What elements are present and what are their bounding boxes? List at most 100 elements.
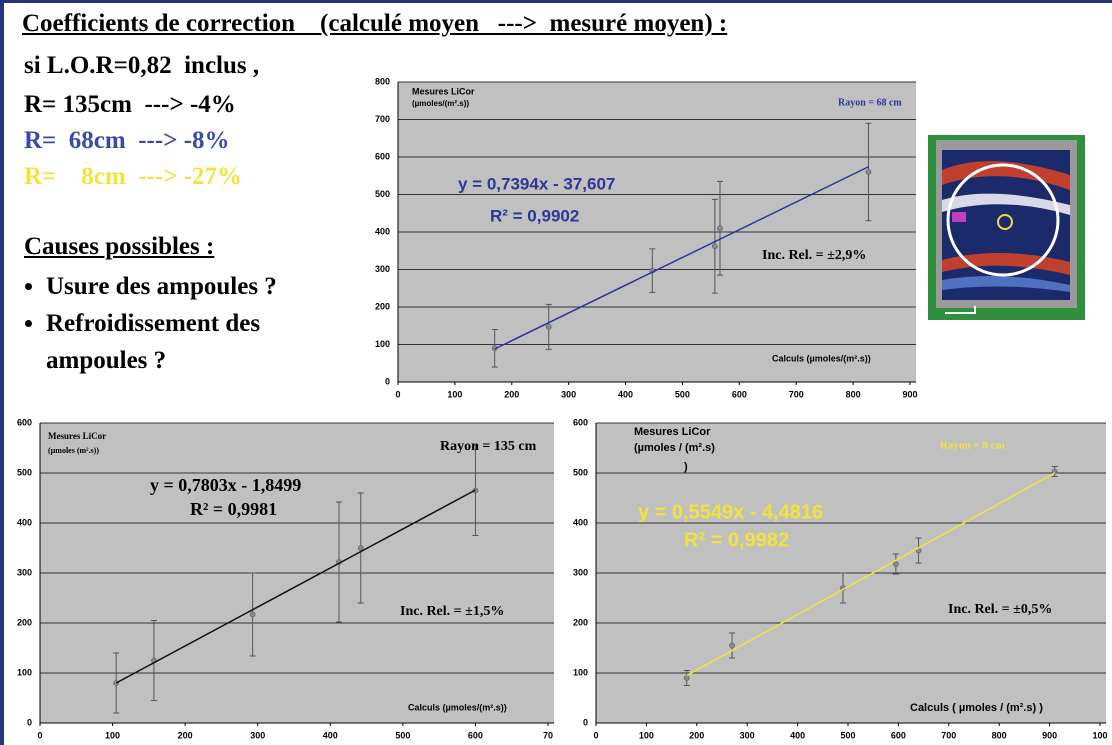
x-tick-label: 200 — [178, 730, 193, 740]
x-tick-label: 500 — [675, 389, 690, 399]
data-point — [711, 243, 718, 250]
annotation: (µmoles (m².s)) — [48, 446, 99, 455]
y-tick-label: 100 — [375, 339, 390, 349]
x-tick-label: 700 — [941, 730, 956, 740]
annotation: ) — [684, 461, 688, 473]
trendline — [686, 472, 1056, 677]
annotation: Rayon = 135 cm — [440, 439, 537, 454]
y-tick-label: 500 — [573, 467, 588, 477]
annotation: Inc. Rel. = ±0,5% — [948, 602, 1052, 617]
y-tick-label: 200 — [17, 617, 32, 627]
y-tick-label: 800 — [375, 76, 390, 86]
annotation: y = 0,7394x - 37,607 — [458, 174, 615, 193]
diagram-icon — [928, 135, 1085, 320]
data-point — [545, 323, 552, 330]
trendline — [494, 166, 869, 350]
x-tick-label: 300 — [561, 389, 576, 399]
annotation: Rayon = 68 cm — [838, 97, 902, 108]
annotation: Calculs ( µmoles / (m².s) ) — [910, 702, 1043, 714]
correction-line: R= 135cm ---> -4% — [24, 91, 236, 118]
x-tick-label: 100 — [1092, 730, 1107, 740]
annotation: (µmoles / (m².s) — [634, 442, 715, 454]
y-tick-label: 300 — [573, 567, 588, 577]
annotation: R² = 0,9902 — [490, 206, 579, 225]
annotation: Inc. Rel. = ±2,9% — [762, 248, 866, 263]
y-tick-label: 100 — [573, 667, 588, 677]
note-line: si L.O.R=0,82 inclus , — [24, 52, 260, 79]
x-tick-label: 600 — [732, 389, 747, 399]
data-point — [729, 642, 735, 649]
annotation: y = 0,5549x - 4,4816 — [638, 501, 823, 523]
y-tick-label: 100 — [17, 667, 32, 677]
chart: 0 100 200 300 400 500 600 0 100 200 300 400 500 600 70… — [17, 417, 554, 740]
y-tick-label: 200 — [375, 301, 390, 311]
x-tick-label: 800 — [992, 730, 1007, 740]
left-border — [0, 0, 4, 745]
x-tick-label: 70 — [543, 730, 553, 740]
x-tick-label: 300 — [250, 730, 265, 740]
annotation: Inc. Rel. = ±1,5% — [400, 604, 504, 619]
chart: 0 100 200 300 400 500 600 0 100 200 300 400 500 600 70… — [573, 417, 1108, 740]
y-tick-label: 600 — [17, 417, 32, 427]
x-tick-label: 400 — [618, 389, 633, 399]
causes-title: Causes possibles : — [24, 233, 215, 260]
data-point — [1051, 468, 1058, 475]
x-tick-label: 300 — [740, 730, 755, 740]
annotation: Mesures LiCor — [48, 431, 106, 441]
x-tick-label: 0 — [37, 730, 42, 740]
y-tick-label: 500 — [375, 189, 390, 199]
x-tick-label: 700 — [789, 389, 804, 399]
x-tick-label: 600 — [468, 730, 483, 740]
x-tick-label: 0 — [395, 389, 400, 399]
x-tick-label: 100 — [105, 730, 120, 740]
causes-list: Usure des ampoules ? Refroidissement des… — [24, 268, 366, 379]
y-tick-label: 300 — [17, 567, 32, 577]
y-tick-label: 500 — [17, 467, 32, 477]
y-tick-label: 700 — [375, 114, 390, 124]
trendline — [115, 489, 476, 684]
annotation: y = 0,7803x - 1,8499 — [150, 475, 301, 495]
data-point — [717, 225, 723, 232]
x-tick-label: 900 — [1042, 730, 1057, 740]
y-tick-label: 400 — [573, 517, 588, 527]
data-point — [865, 169, 872, 175]
annotation: R² = 0,9981 — [190, 499, 277, 519]
annotation: R² = 0,9982 — [684, 529, 789, 551]
x-tick-label: 800 — [846, 389, 861, 399]
cause: Usure des ampoules ? — [46, 268, 366, 305]
x-tick-label: 100 — [447, 389, 462, 399]
data-point — [357, 545, 364, 551]
annotation: Calculs (µmoles/(m².s)) — [772, 353, 871, 363]
annotation: Rayon = 8 cm — [940, 440, 1005, 452]
y-tick-label: 0 — [27, 717, 32, 727]
y-tick-label: 200 — [573, 617, 588, 627]
annotation: Mesures LiCor — [634, 426, 711, 438]
data-point — [683, 675, 690, 681]
top-border — [0, 0, 1112, 3]
y-tick-label: 600 — [573, 417, 588, 427]
y-tick-label: 400 — [375, 226, 390, 236]
x-tick-label: 400 — [323, 730, 338, 740]
x-tick-label: 900 — [902, 389, 917, 399]
annotation: (µmoles/(m².s)) — [412, 99, 469, 108]
chart: 0 100 200 300 400 500 600 700 800 0 100 200 300 400 50… — [375, 76, 918, 399]
cause: Refroidissement des ampoules ? — [46, 305, 366, 379]
annotation: Calculs (µmoles/(m².s)) — [408, 702, 507, 712]
x-tick-label: 0 — [593, 730, 598, 740]
x-tick-label: 500 — [840, 730, 855, 740]
x-tick-label: 200 — [689, 730, 704, 740]
data-point — [249, 611, 256, 618]
x-tick-label: 400 — [790, 730, 805, 740]
data-point — [892, 561, 899, 567]
correction-line: R= 8cm ---> -27% — [24, 163, 243, 190]
y-tick-label: 600 — [375, 151, 390, 161]
x-tick-label: 200 — [504, 389, 519, 399]
x-tick-label: 600 — [891, 730, 906, 740]
annotation: Mesures LiCor — [412, 86, 475, 96]
y-tick-label: 0 — [583, 717, 588, 727]
correction-line: R= 68cm ---> -8% — [24, 127, 230, 154]
y-tick-label: 300 — [375, 264, 390, 274]
y-tick-label: 400 — [17, 517, 32, 527]
